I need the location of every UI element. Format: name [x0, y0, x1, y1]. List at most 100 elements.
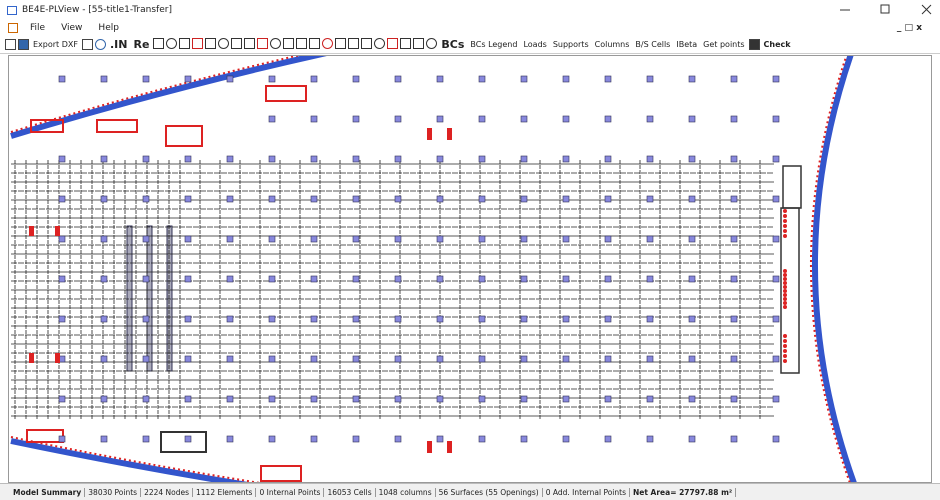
tool-button[interactable]: IBeta — [676, 40, 698, 49]
tool-icon[interactable] — [244, 38, 256, 49]
column — [268, 395, 276, 403]
column — [604, 395, 612, 403]
column — [688, 395, 696, 403]
column — [478, 115, 486, 123]
column — [352, 195, 360, 203]
red-node — [783, 281, 787, 285]
tool-icon[interactable] — [309, 38, 321, 49]
check-button[interactable]: Check — [763, 40, 791, 49]
tool-icon[interactable] — [361, 38, 373, 49]
tool-icon[interactable] — [374, 38, 386, 49]
in-button[interactable]: .IN — [109, 38, 128, 51]
close[interactable] — [921, 4, 932, 15]
toolbar: Export DXF .IN Re BCs BCs Legend Loads S… — [0, 36, 940, 54]
check-icon[interactable] — [748, 39, 760, 50]
tool-icon[interactable] — [426, 38, 438, 49]
tool-icon[interactable] — [205, 38, 217, 49]
tool-button[interactable]: B/S Cells — [635, 40, 671, 49]
column — [268, 75, 276, 83]
save-icon[interactable] — [18, 39, 29, 50]
tool-icon[interactable] — [166, 38, 178, 49]
red-node — [783, 297, 787, 301]
support — [427, 441, 432, 453]
red-node — [783, 339, 787, 343]
red-node — [783, 229, 787, 233]
menu-item[interactable]: File — [30, 23, 46, 33]
column — [394, 235, 402, 243]
column — [394, 195, 402, 203]
menu-item[interactable]: View — [61, 23, 83, 33]
red-node — [783, 301, 787, 305]
column — [688, 235, 696, 243]
column — [520, 355, 528, 363]
status-bar: Model Summary 38030 Points 2224 Nodes 1112 … — [0, 483, 940, 500]
boundary-curve — [10, 56, 327, 139]
title-bar: BE4E-PLView - [55-title1-Transfer] — [0, 0, 940, 20]
column — [730, 195, 738, 203]
support — [447, 441, 452, 453]
tool-icon[interactable] — [257, 38, 269, 49]
mdi-controls[interactable]: _ □ x — [896, 23, 922, 33]
column — [352, 155, 360, 163]
status-field: 16053 Cells — [324, 487, 376, 497]
status-field: 38030 Points — [85, 487, 142, 497]
window-title: BE4E-PLView - [55-title1-Transfer] — [22, 5, 172, 15]
tool-icon[interactable] — [179, 38, 191, 49]
column — [520, 435, 528, 443]
window-controls[interactable] — [820, 0, 940, 20]
status-field: Net Area= 27797.88 m² — [630, 487, 737, 497]
column — [772, 275, 780, 283]
column — [352, 115, 360, 123]
tool-button[interactable]: Supports — [552, 40, 589, 49]
tool-icon[interactable] — [413, 38, 425, 49]
bcs-button[interactable]: BCs — [441, 38, 465, 51]
tool-button[interactable]: Get points — [703, 40, 745, 49]
tool-icon[interactable] — [322, 38, 334, 49]
column — [184, 315, 192, 323]
red-node — [783, 334, 787, 338]
new-icon[interactable] — [5, 39, 16, 50]
tool-icon[interactable] — [348, 38, 360, 49]
zoom-icon[interactable] — [94, 39, 106, 50]
tool-icon[interactable] — [296, 38, 308, 49]
tool-icon[interactable] — [218, 38, 230, 49]
tool-icon[interactable] — [270, 38, 282, 49]
status-field: 56 Surfaces (55 Openings) — [436, 487, 543, 497]
column — [226, 275, 234, 283]
tool-icon[interactable] — [231, 38, 243, 49]
tool-icon[interactable] — [283, 38, 295, 49]
column — [352, 235, 360, 243]
tool-icon[interactable] — [387, 38, 399, 49]
column — [268, 355, 276, 363]
tool-button[interactable]: Columns — [594, 40, 630, 49]
column — [226, 155, 234, 163]
column — [562, 155, 570, 163]
column — [226, 195, 234, 203]
support — [55, 226, 60, 236]
tool-icon[interactable] — [400, 38, 412, 49]
menu-item[interactable]: Help — [98, 23, 119, 33]
column — [226, 355, 234, 363]
re-button[interactable]: Re — [133, 38, 150, 51]
tool-button[interactable]: Loads — [523, 40, 547, 49]
tool-icon[interactable] — [335, 38, 347, 49]
column — [646, 75, 654, 83]
restore[interactable] — [880, 4, 890, 14]
print-icon[interactable] — [81, 39, 93, 50]
tool-icon[interactable] — [192, 38, 204, 49]
column — [310, 195, 318, 203]
red-node — [783, 269, 787, 273]
red-node — [783, 234, 787, 238]
column — [604, 435, 612, 443]
red-node — [783, 305, 787, 309]
column — [268, 235, 276, 243]
tool-button[interactable]: BCs Legend — [470, 40, 518, 49]
red-node — [783, 349, 787, 353]
column — [352, 355, 360, 363]
export-dxf[interactable]: Export DXF — [33, 40, 78, 49]
column — [268, 195, 276, 203]
column — [520, 235, 528, 243]
column — [184, 235, 192, 243]
tool-icon[interactable] — [153, 38, 165, 49]
